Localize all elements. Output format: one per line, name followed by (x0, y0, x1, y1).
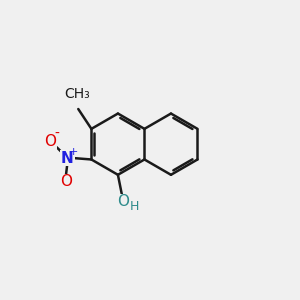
Text: CH₃: CH₃ (64, 87, 90, 101)
Text: H: H (130, 200, 139, 213)
Text: +: + (69, 147, 79, 157)
Text: N: N (61, 151, 74, 166)
Text: O: O (44, 134, 56, 149)
Text: O: O (60, 174, 72, 189)
Text: O: O (117, 194, 129, 209)
Text: -: - (55, 127, 60, 141)
